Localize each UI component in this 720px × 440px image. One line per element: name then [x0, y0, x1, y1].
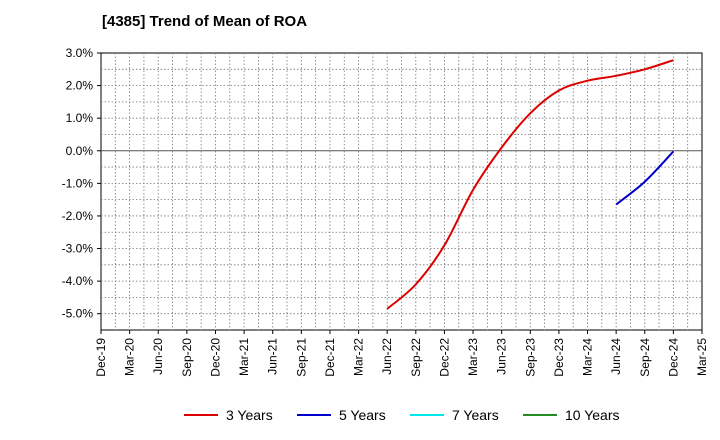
legend-item-5-years: 5 Years	[297, 405, 386, 425]
legend-label: 3 Years	[226, 407, 273, 423]
y-tick-label: 3.0%	[66, 46, 94, 60]
y-tick-label: -2.0%	[62, 209, 94, 223]
x-tick-label: Jun-23	[495, 338, 509, 375]
x-tick-label: Mar-23	[466, 338, 480, 376]
x-tick-label: Dec-21	[323, 338, 337, 377]
legend-swatch	[523, 414, 557, 416]
legend-item-7-years: 7 Years	[410, 405, 499, 425]
legend-item-3-years: 3 Years	[184, 405, 273, 425]
x-tick-label: Dec-19	[94, 338, 108, 377]
x-tick-label: Jun-24	[609, 338, 623, 375]
series-line-3-years	[386, 59, 674, 310]
x-tick-label: Sep-23	[523, 338, 537, 377]
y-tick-label: -1.0%	[62, 176, 94, 190]
x-tick-label: Dec-20	[208, 338, 222, 377]
x-tick-label: Mar-24	[581, 338, 595, 376]
legend: 3 Years 5 Years 7 Years 10 Years	[0, 405, 720, 425]
x-tick-label: Jun-22	[380, 338, 394, 375]
x-tick-label: Jun-21	[266, 338, 280, 375]
chart-title: [4385] Trend of Mean of ROA	[102, 13, 308, 30]
x-tick-label: Dec-22	[437, 338, 451, 377]
legend-label: 5 Years	[339, 407, 386, 423]
y-tick-label: 1.0%	[66, 111, 94, 125]
y-tick-label: -4.0%	[62, 274, 94, 288]
y-tick-label: -5.0%	[62, 307, 94, 321]
legend-swatch	[297, 414, 331, 416]
y-tick-label: 2.0%	[66, 79, 94, 93]
x-tick-label: Dec-24	[666, 338, 680, 377]
y-tick-label: -3.0%	[62, 242, 94, 256]
legend-label: 10 Years	[565, 407, 620, 423]
x-tick-label: Mar-20	[123, 338, 137, 376]
legend-swatch	[184, 414, 218, 416]
x-tick-label: Mar-21	[237, 338, 251, 376]
y-tick-label: 0.0%	[66, 144, 94, 158]
x-tick-label: Dec-23	[552, 338, 566, 377]
x-tick-label: Sep-20	[180, 338, 194, 377]
x-tick-label: Mar-22	[352, 338, 366, 376]
legend-swatch	[410, 414, 444, 416]
legend-label: 7 Years	[452, 407, 499, 423]
x-tick-label: Mar-25	[695, 338, 709, 376]
legend-item-10-years: 10 Years	[523, 405, 620, 425]
x-tick-label: Jun-20	[151, 338, 165, 375]
x-tick-label: Sep-21	[294, 338, 308, 377]
series-line-5-years	[615, 150, 675, 206]
x-tick-label: Sep-24	[638, 338, 652, 377]
x-tick-label: Sep-22	[409, 338, 423, 377]
